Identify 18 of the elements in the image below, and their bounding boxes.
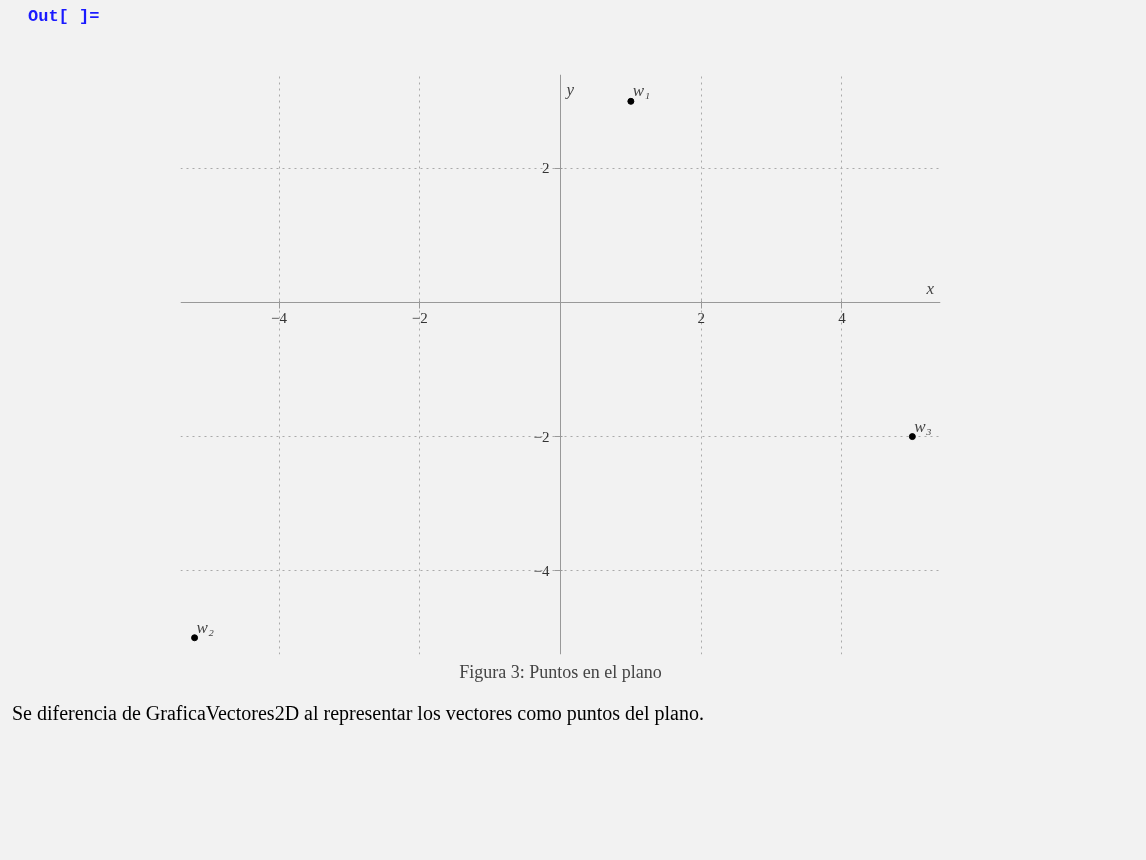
x-axis-title: x bbox=[925, 279, 935, 299]
text: Figura 3: Puntos en el plano bbox=[459, 661, 662, 682]
annotation: w₁ bbox=[632, 81, 651, 101]
x-tick-label: 4 bbox=[838, 310, 847, 327]
text: Se diferencia de GraficaVectores2D al representar los vectores como puntos del plano. bbox=[12, 701, 704, 727]
x-tick-label: −4 bbox=[271, 310, 288, 327]
x-tick-label: 2 bbox=[697, 310, 705, 327]
y-tick-label: −2 bbox=[533, 428, 550, 445]
y-axis-title: y bbox=[564, 79, 575, 99]
y-tick-label: 2 bbox=[542, 160, 550, 177]
x-tick-label: −2 bbox=[411, 310, 428, 327]
y-tick-label: −4 bbox=[533, 562, 550, 579]
annotation: w₂ bbox=[196, 618, 214, 638]
point bbox=[191, 634, 199, 642]
point bbox=[627, 98, 635, 106]
annotation: w₃ bbox=[914, 416, 932, 436]
text: Out[ ]= bbox=[28, 6, 100, 28]
point bbox=[908, 433, 916, 441]
